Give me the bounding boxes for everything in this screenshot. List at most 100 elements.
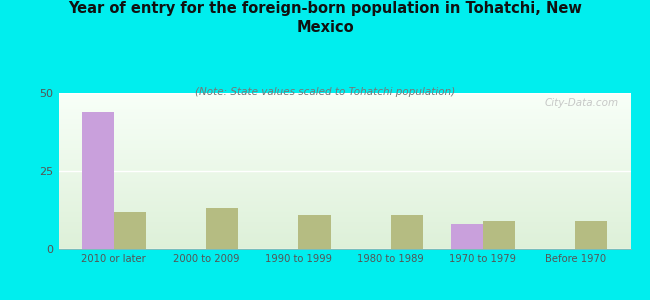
Bar	[58, 195, 630, 196]
Bar	[58, 161, 630, 162]
Bar	[58, 185, 630, 186]
Bar	[58, 176, 630, 177]
Bar	[58, 227, 630, 228]
Bar	[58, 220, 630, 221]
Bar	[58, 191, 630, 192]
Bar	[58, 246, 630, 247]
Bar	[58, 104, 630, 105]
Bar	[58, 111, 630, 112]
Bar	[114, 212, 146, 249]
Bar	[58, 100, 630, 101]
Bar	[58, 189, 630, 190]
Bar	[58, 171, 630, 172]
Bar	[58, 156, 630, 157]
Bar	[58, 188, 630, 189]
Bar	[58, 159, 630, 160]
Bar	[58, 216, 630, 217]
Bar	[58, 99, 630, 100]
Bar	[58, 243, 630, 244]
Bar	[58, 201, 630, 202]
Bar	[58, 192, 630, 193]
Bar	[58, 132, 630, 133]
Bar	[58, 224, 630, 225]
Bar	[58, 231, 630, 232]
Bar	[58, 196, 630, 197]
Bar	[58, 172, 630, 173]
Bar	[58, 240, 630, 241]
Bar	[58, 187, 630, 188]
Bar	[81, 112, 114, 249]
Bar	[58, 116, 630, 117]
Bar	[58, 97, 630, 98]
Bar	[58, 145, 630, 146]
Bar	[58, 208, 630, 209]
Bar	[58, 223, 630, 224]
Bar	[58, 133, 630, 134]
Bar	[483, 221, 515, 249]
Bar	[58, 193, 630, 194]
Bar	[58, 221, 630, 222]
Bar	[58, 144, 630, 145]
Bar	[58, 225, 630, 226]
Bar	[58, 95, 630, 96]
Bar	[58, 139, 630, 140]
Bar	[58, 204, 630, 205]
Bar	[391, 215, 423, 249]
Text: (Note: State values scaled to Tohatchi population): (Note: State values scaled to Tohatchi p…	[195, 87, 455, 97]
Bar	[58, 143, 630, 144]
Bar	[58, 205, 630, 206]
Bar	[298, 215, 331, 249]
Bar	[58, 141, 630, 142]
Bar	[58, 181, 630, 182]
Bar	[58, 238, 630, 239]
Bar	[58, 168, 630, 169]
Bar	[58, 166, 630, 167]
Bar	[58, 206, 630, 207]
Bar	[58, 237, 630, 238]
Bar	[58, 209, 630, 210]
Bar	[58, 125, 630, 126]
Bar	[58, 152, 630, 153]
Bar	[58, 247, 630, 248]
Bar	[575, 221, 608, 249]
Bar	[58, 175, 630, 176]
Bar	[58, 242, 630, 243]
Bar	[58, 241, 630, 242]
Bar	[58, 102, 630, 103]
Bar	[58, 130, 630, 131]
Bar	[58, 123, 630, 124]
Bar	[58, 179, 630, 180]
Bar	[58, 198, 630, 199]
Bar	[206, 208, 239, 249]
Bar	[58, 127, 630, 128]
Bar	[58, 98, 630, 99]
Bar	[58, 142, 630, 143]
Bar	[58, 200, 630, 201]
Bar	[58, 121, 630, 122]
Bar	[58, 148, 630, 149]
Bar	[58, 210, 630, 211]
Bar	[58, 129, 630, 130]
Bar	[58, 169, 630, 170]
Bar	[58, 236, 630, 237]
Bar	[58, 109, 630, 110]
Bar	[58, 118, 630, 119]
Bar	[58, 228, 630, 229]
Bar	[58, 232, 630, 233]
Bar	[58, 113, 630, 114]
Bar	[58, 147, 630, 148]
Bar	[58, 106, 630, 107]
Bar	[58, 131, 630, 132]
Bar	[58, 96, 630, 97]
Bar	[58, 229, 630, 230]
Bar	[58, 107, 630, 108]
Bar	[58, 226, 630, 227]
Bar	[58, 158, 630, 159]
Bar	[58, 140, 630, 141]
Bar	[58, 235, 630, 236]
Bar	[58, 170, 630, 171]
Bar	[58, 173, 630, 174]
Bar	[58, 149, 630, 150]
Bar	[58, 136, 630, 137]
Bar	[58, 215, 630, 216]
